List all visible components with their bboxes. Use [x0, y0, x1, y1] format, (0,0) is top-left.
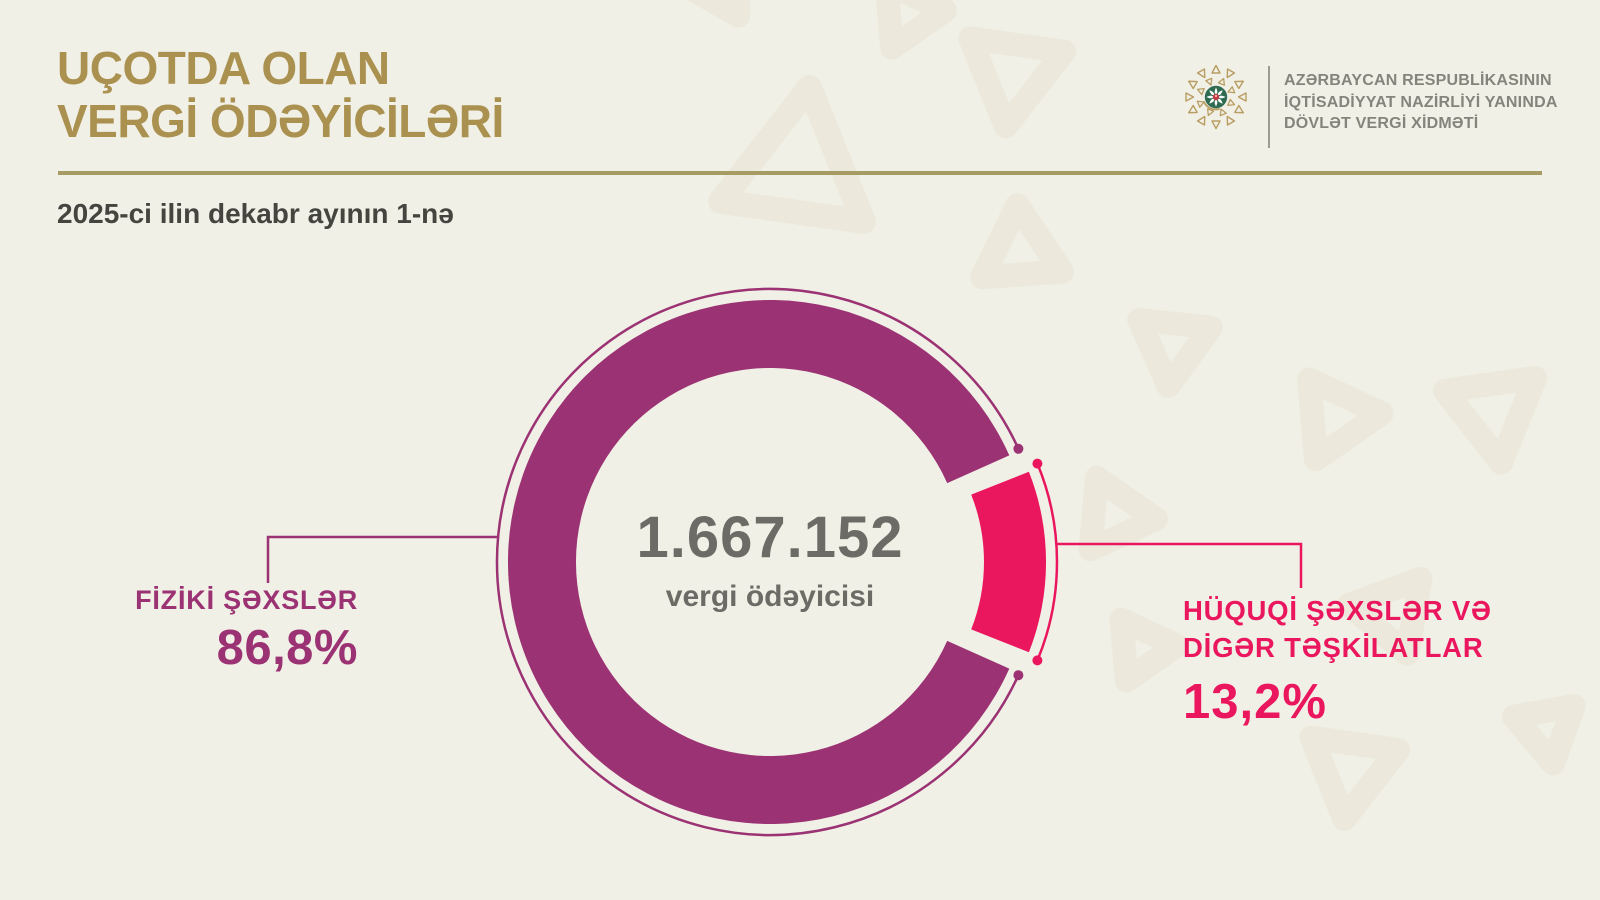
callout-huquqi-sexsler: HÜQUQİ ŞƏXSLƏR VƏ DİGƏR TƏŞKİLATLAR 13,2… [1183, 592, 1563, 730]
callout-huquqi-label-line1: HÜQUQİ ŞƏXSLƏR VƏ [1183, 595, 1492, 626]
page-title-line2: VERGİ ÖDƏYİCİLƏRİ [57, 95, 504, 147]
pink-accent-arc [1036, 463, 1059, 661]
donut-center-text: 1.667.152 vergi ödəyicisi [570, 504, 970, 614]
callout-fiziki-label: FİZİKİ ŞƏXSLƏR [135, 585, 358, 615]
page-title-line1: UÇOTDA OLAN [57, 42, 390, 94]
organization-name-line3: DÖVLƏT VERGİ XİDMƏTİ [1284, 115, 1479, 132]
callout-fiziki-percentage: 86,8% [216, 621, 358, 675]
emblem-white-star [1206, 87, 1226, 107]
tax-service-emblem-icon [1185, 64, 1247, 130]
right-callout-connector [1056, 542, 1303, 588]
donut-slice-huquqi [971, 471, 1047, 653]
total-taxpayers-value: 1.667.152 [636, 505, 904, 570]
header-divider-rule [58, 171, 1542, 175]
emblem-leaf-swoosh [1203, 101, 1220, 111]
purple-arc-dot-bottom [1013, 670, 1024, 681]
left-callout-connector [266, 535, 498, 583]
callout-huquqi-percentage: 13,2% [1183, 675, 1327, 729]
organization-name: AZƏRBAYCAN RESPUBLİKASININ İQTİSADİYYAT … [1284, 70, 1558, 135]
report-date-subtitle: 2025-ci ilin dekabr ayının 1-nə [57, 198, 454, 229]
logo-divider [1268, 66, 1270, 148]
emblem-red-center [1212, 93, 1220, 101]
pattern-triangles [634, 0, 1586, 832]
emblem-triangle-ring [1185, 64, 1247, 130]
callout-huquqi-label-line2: DİGƏR TƏŞKİLATLAR [1183, 632, 1484, 663]
purple-accent-arc [495, 287, 1020, 837]
emblem-center-dot [1215, 95, 1217, 97]
total-taxpayers-label: vergi ödəyicisi [665, 580, 875, 613]
donut-hole [574, 366, 966, 758]
pink-arc-dot-bottom [1032, 655, 1043, 666]
page-title: UÇOTDA OLAN VERGİ ÖDƏYİCİLƏRİ [57, 42, 504, 148]
organization-name-line2: İQTİSADİYYAT NAZİRLİYİ YANINDA [1284, 93, 1558, 111]
pink-arc-dot-top [1032, 458, 1043, 469]
organization-name-line1: AZƏRBAYCAN RESPUBLİKASININ [1284, 72, 1552, 89]
callout-fiziki-sexsler: FİZİKİ ŞƏXSLƏR 86,8% [60, 585, 358, 676]
purple-arc-dot-top [1013, 443, 1024, 454]
